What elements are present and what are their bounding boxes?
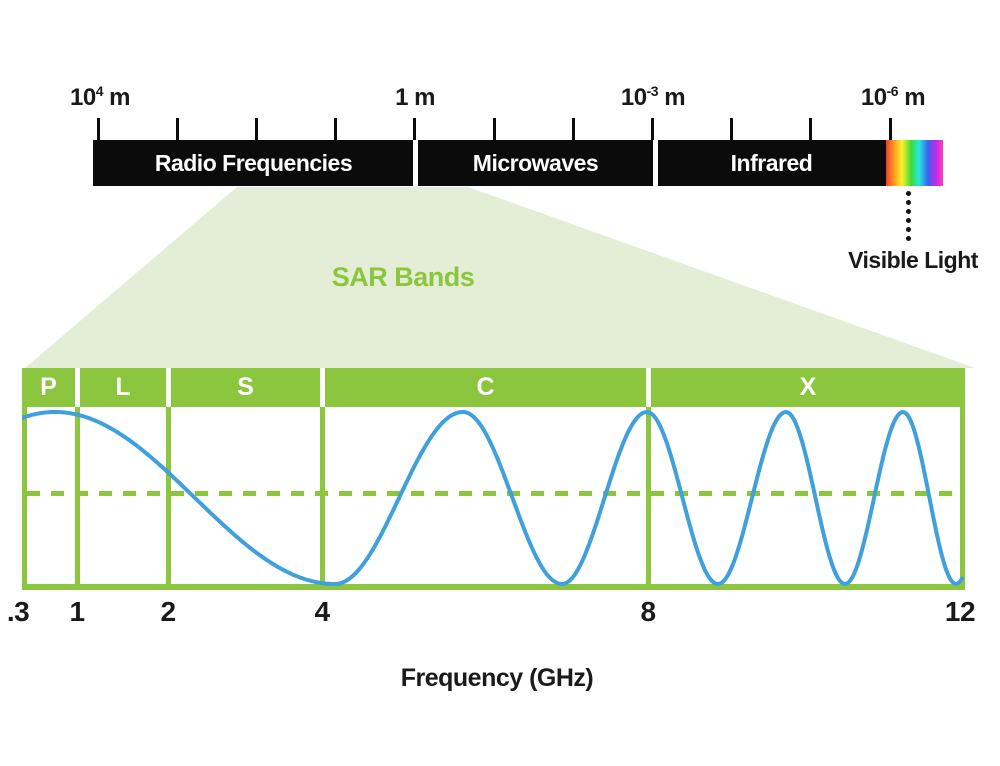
chirp-wave-path (22, 409, 964, 587)
dot (906, 236, 911, 241)
wavelength-tick (96, 118, 100, 141)
plot-border-left (22, 407, 27, 589)
dashed-midline (27, 491, 960, 496)
wavelength-label-10e-3: 10-3 m (620, 83, 686, 111)
freq-tick-label: 2 (160, 596, 176, 627)
sar-band-header-X: X (651, 368, 965, 407)
wavelength-tick (254, 118, 258, 141)
wavelength-tick (334, 118, 338, 141)
visible-light-label: Visible Light (848, 247, 978, 273)
freq-tick-label: 8 (640, 596, 656, 627)
sar-bands-title: SAR Bands (331, 262, 475, 292)
dot (906, 227, 911, 232)
visible-light-dotted-line (906, 191, 911, 241)
bar-divider (653, 140, 658, 186)
frequency-axis-label: Frequency (GHz) (400, 664, 594, 692)
freq-tick-label: 1 (69, 596, 85, 627)
wavelength-label-10e-6: 10-6 m (860, 83, 926, 111)
bar-segment-microwaves: Microwaves (472, 150, 599, 176)
bar-segment-infrared: Infrared (730, 150, 813, 176)
visible-spectrum-rainbow (886, 140, 943, 186)
wavelength-tick (175, 118, 179, 141)
plot-border-bottom (22, 584, 965, 590)
sar-band-header-S: S (171, 368, 320, 407)
band-divider-line (645, 407, 651, 589)
dot (906, 200, 911, 205)
wavelength-tick (492, 118, 496, 141)
wavelength-label-1m: 1 m (395, 84, 435, 111)
freq-tick-label: 12 (944, 596, 976, 627)
band-divider-line (74, 407, 80, 589)
plot-border-right (960, 407, 965, 589)
em-spectrum-bar (93, 140, 943, 186)
band-divider-line (319, 407, 325, 589)
wavelength-tick (888, 118, 892, 141)
sar-band-header-L: L (80, 368, 166, 407)
wavelength-tick (809, 118, 813, 141)
wave-curve (22, 409, 964, 587)
bar-segment-radio-frequencies: Radio Frequencies (154, 150, 353, 176)
wavelength-tick (571, 118, 575, 141)
sar-band-header-C: C (325, 368, 646, 407)
freq-tick-label: .3 (6, 596, 30, 627)
dot (906, 218, 911, 223)
bar-divider (413, 140, 418, 186)
sar-band-header-P: P (22, 368, 75, 407)
freq-tick-label: 4 (314, 596, 330, 627)
band-divider-line (165, 407, 171, 589)
wavelength-tick (730, 118, 734, 141)
dot (906, 191, 911, 196)
wavelength-tick (650, 118, 654, 141)
dot (906, 209, 911, 214)
wavelength-label-10e4: 104 m (69, 83, 131, 111)
wavelength-tick (413, 118, 417, 141)
